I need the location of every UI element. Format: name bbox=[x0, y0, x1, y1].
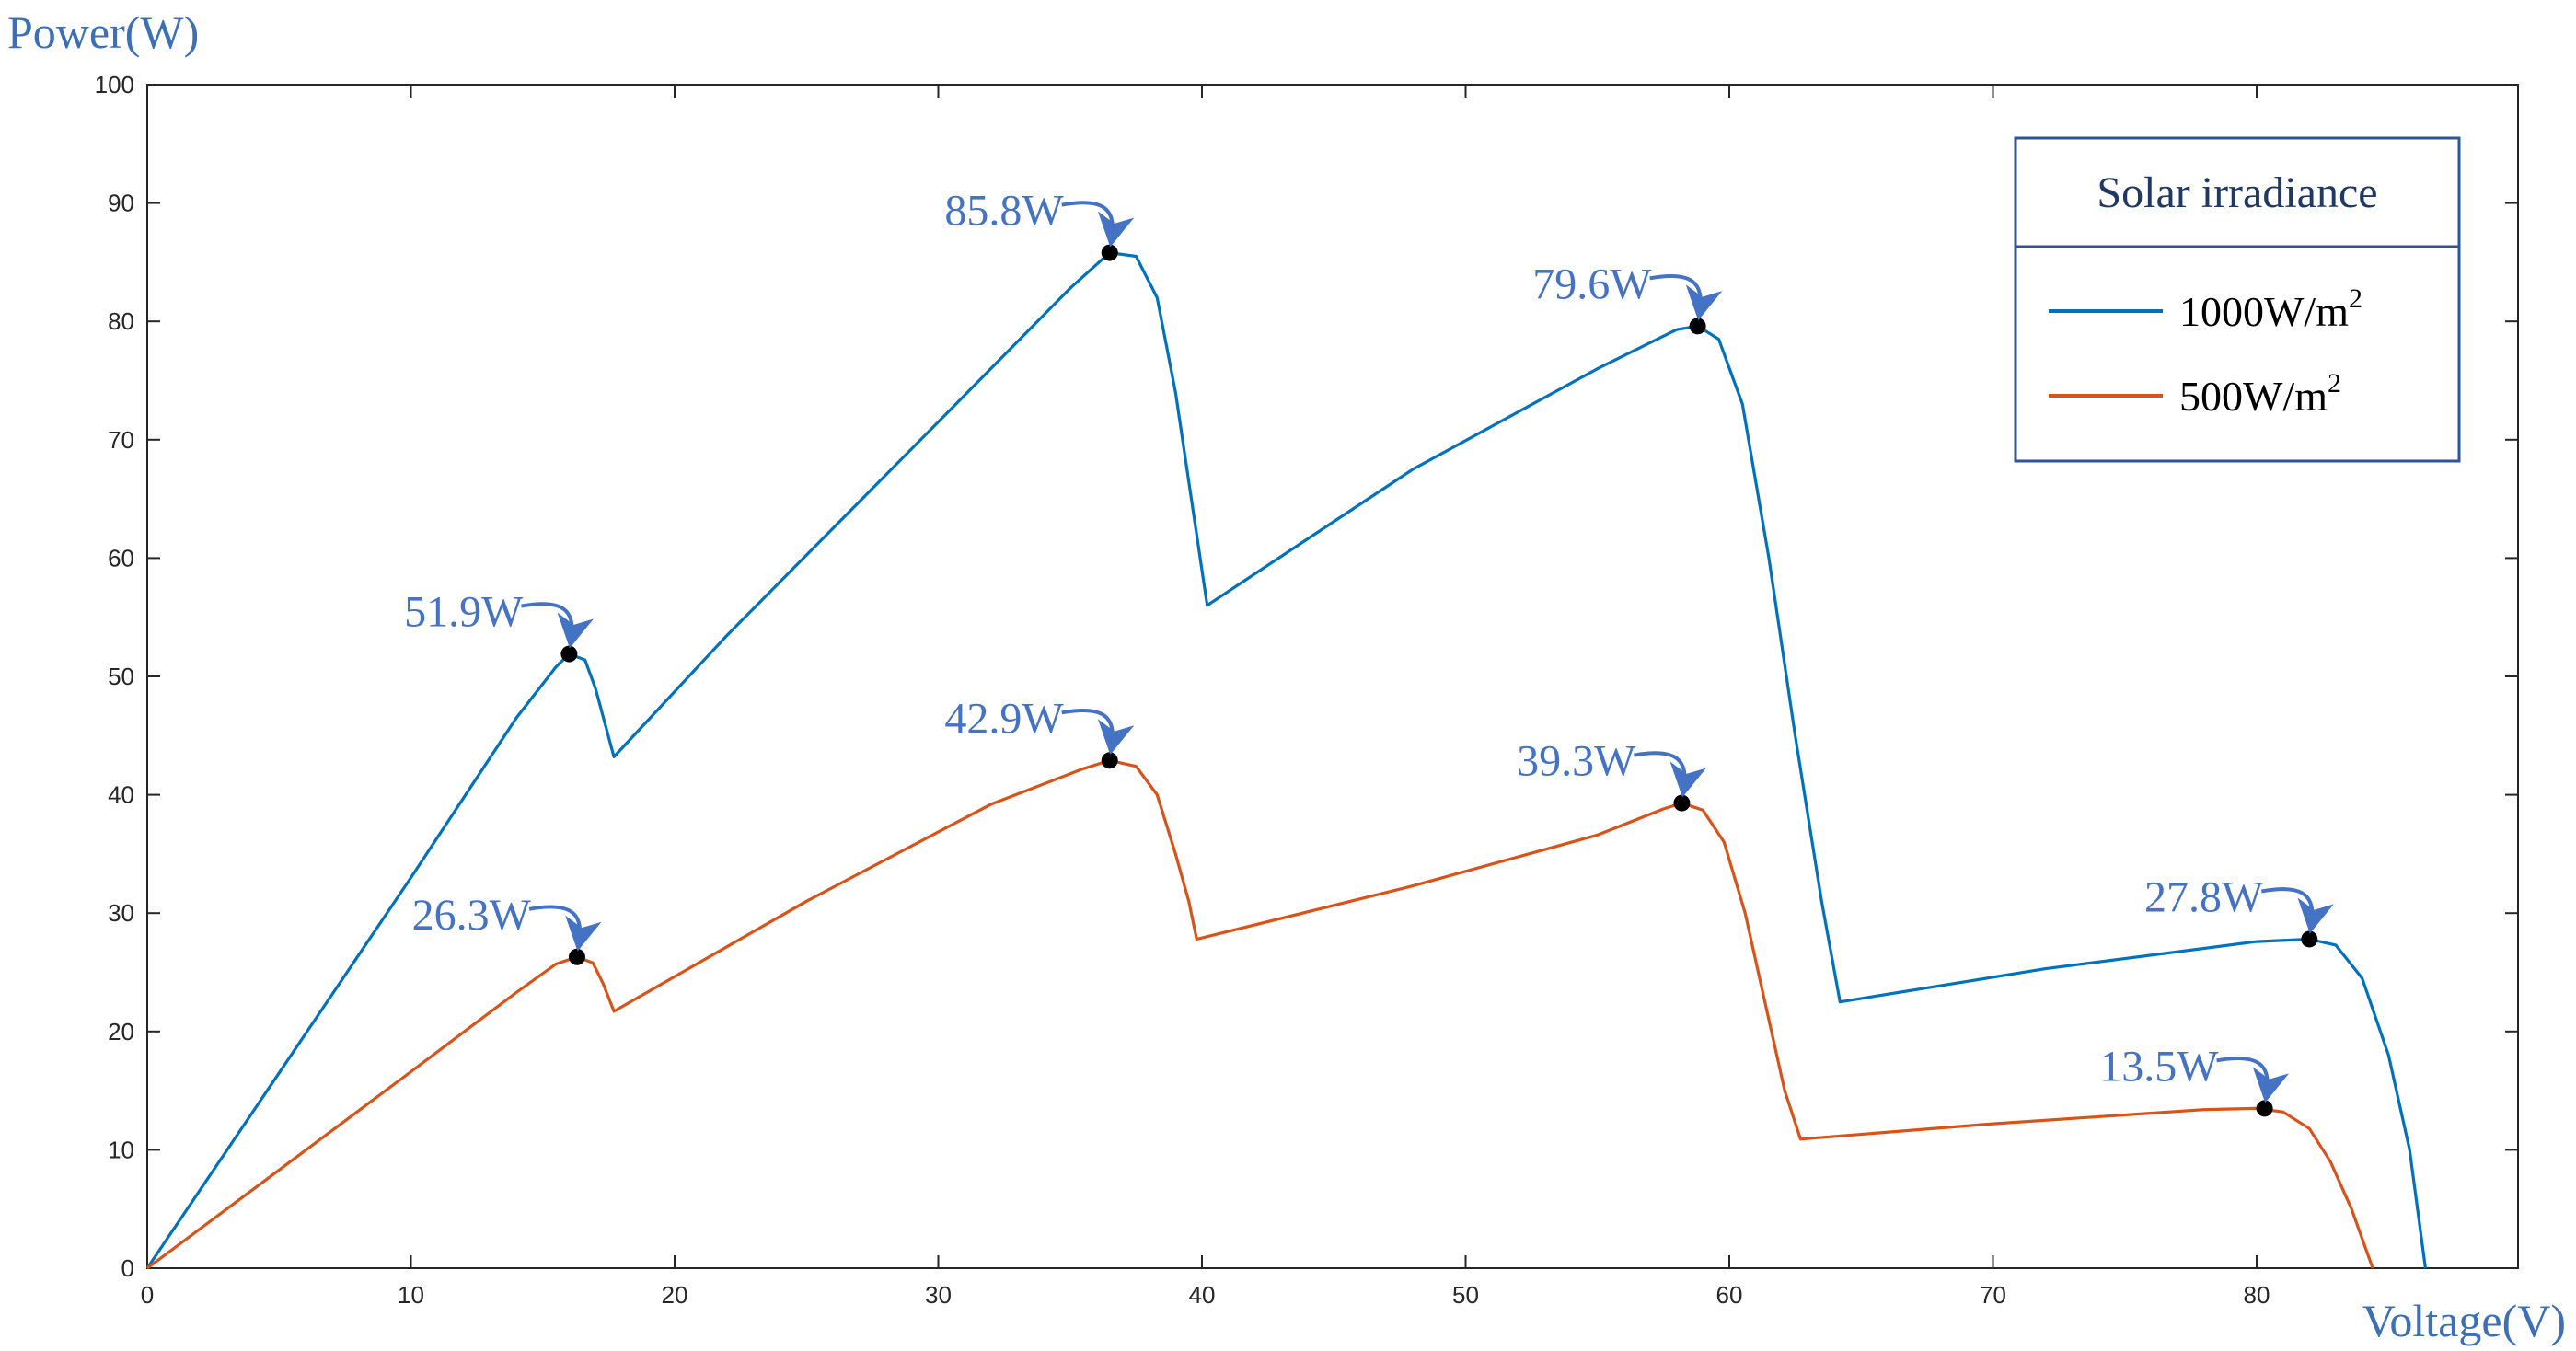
peak-label: 79.6W bbox=[1532, 260, 1652, 308]
x-tick-label: 50 bbox=[1452, 1281, 1479, 1309]
peak-arrow bbox=[1634, 751, 1706, 798]
peak-label: 39.3W bbox=[1517, 737, 1636, 786]
y-axis-title: Power(W) bbox=[7, 6, 199, 58]
y-tick-label: 20 bbox=[108, 1018, 134, 1045]
y-tick-label: 30 bbox=[108, 899, 134, 927]
peak-arrow bbox=[2260, 887, 2334, 934]
y-tick-label: 10 bbox=[108, 1136, 134, 1163]
series-line-1 bbox=[146, 758, 2374, 1270]
y-tick-label: 50 bbox=[108, 663, 134, 690]
x-axis-title: Voltage(V) bbox=[2362, 1295, 2566, 1346]
legend-label-series-1-base: 500W/m bbox=[2179, 373, 2328, 420]
peak-label: 85.8W bbox=[944, 187, 1064, 236]
peak-arrow bbox=[1649, 273, 1723, 321]
peak-marker bbox=[568, 948, 585, 965]
peak-marker bbox=[560, 645, 578, 663]
peak-arrow bbox=[1061, 708, 1135, 756]
y-tick-label: 90 bbox=[108, 190, 134, 217]
legend-label-series-1: 500W/m2 bbox=[2179, 368, 2341, 420]
peak-markers bbox=[560, 244, 2318, 1117]
peak-arrow bbox=[521, 602, 594, 649]
peak-label: 26.3W bbox=[412, 891, 532, 940]
x-tick-label: 10 bbox=[398, 1281, 424, 1309]
legend-body-box bbox=[2014, 245, 2461, 463]
peak-marker bbox=[1673, 794, 1691, 812]
peak-label: 51.9W bbox=[404, 588, 524, 637]
peak-marker bbox=[2256, 1100, 2273, 1117]
x-tick-label: 80 bbox=[2244, 1281, 2270, 1309]
peak-arrow bbox=[528, 905, 602, 952]
peak-label: 27.8W bbox=[2144, 872, 2264, 921]
x-tick-label: 60 bbox=[1716, 1281, 1743, 1309]
series-layer bbox=[145, 251, 2427, 1270]
y-tick-label: 80 bbox=[108, 307, 134, 335]
peak-marker bbox=[2301, 930, 2318, 948]
peak-label: 13.5W bbox=[2099, 1042, 2219, 1091]
y-tick-label: 40 bbox=[108, 781, 134, 809]
y-tick-label: 100 bbox=[95, 71, 134, 98]
x-tick-label: 40 bbox=[1189, 1281, 1216, 1309]
x-tick-label: 70 bbox=[1980, 1281, 2006, 1309]
legend-title-box bbox=[2014, 136, 2461, 248]
y-tick-label: 70 bbox=[108, 426, 134, 454]
peak-marker bbox=[1689, 318, 1706, 335]
y-tick-label: 0 bbox=[121, 1254, 134, 1282]
legend: Solar irradiance 1000W/m2 500W/m2 bbox=[2014, 136, 2461, 463]
legend-title: Solar irradiance bbox=[2097, 168, 2377, 217]
legend-label-series-0: 1000W/m2 bbox=[2179, 283, 2362, 335]
x-tick-label: 0 bbox=[141, 1281, 154, 1309]
series-line-0 bbox=[145, 251, 2427, 1269]
legend-label-series-0-base: 1000W/m bbox=[2179, 288, 2349, 335]
y-tick-label: 60 bbox=[108, 544, 134, 572]
axis-ticks: 0 10 20 30 40 50 60 70 80 0 10 20 30 40 50 60 70 80 90 100 bbox=[95, 71, 2518, 1309]
legend-label-series-1-sup: 2 bbox=[2328, 368, 2341, 398]
legend-label-series-0-sup: 2 bbox=[2349, 283, 2362, 314]
peak-label: 42.9W bbox=[944, 694, 1064, 743]
peak-marker bbox=[1101, 752, 1118, 769]
peak-arrow bbox=[2216, 1057, 2290, 1103]
x-tick-label: 30 bbox=[925, 1281, 952, 1309]
peak-arrow bbox=[1061, 201, 1135, 248]
peak-marker bbox=[1101, 244, 1118, 261]
peak-annotations: 51.9W 85.8W 79.6W 27.8W 26.3W 42.9W 39.3W 13.5W bbox=[404, 187, 2334, 1103]
x-tick-label: 20 bbox=[662, 1281, 688, 1309]
